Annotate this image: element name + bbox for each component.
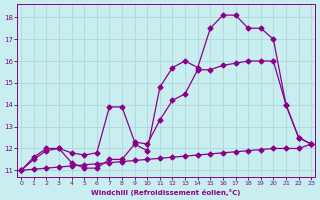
X-axis label: Windchill (Refroidissement éolien,°C): Windchill (Refroidissement éolien,°C)	[92, 189, 241, 196]
